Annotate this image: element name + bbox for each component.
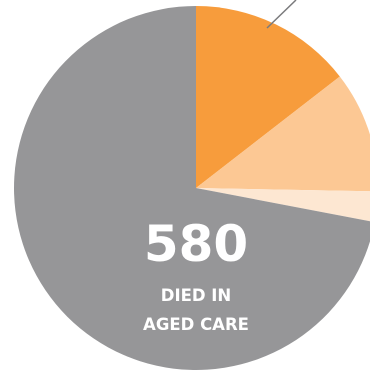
pie-slice-2 — [196, 76, 370, 192]
pie-slice-4 — [14, 6, 370, 370]
leader-line — [266, 0, 297, 29]
pie-slice-3 — [196, 188, 370, 222]
center-value-label: 580 — [144, 215, 248, 273]
pie-slice-1 — [196, 6, 340, 188]
center-caption-line-2: AGED CARE — [143, 315, 249, 334]
pie-slices — [14, 6, 370, 370]
center-caption-line-1: DIED IN — [161, 286, 232, 305]
